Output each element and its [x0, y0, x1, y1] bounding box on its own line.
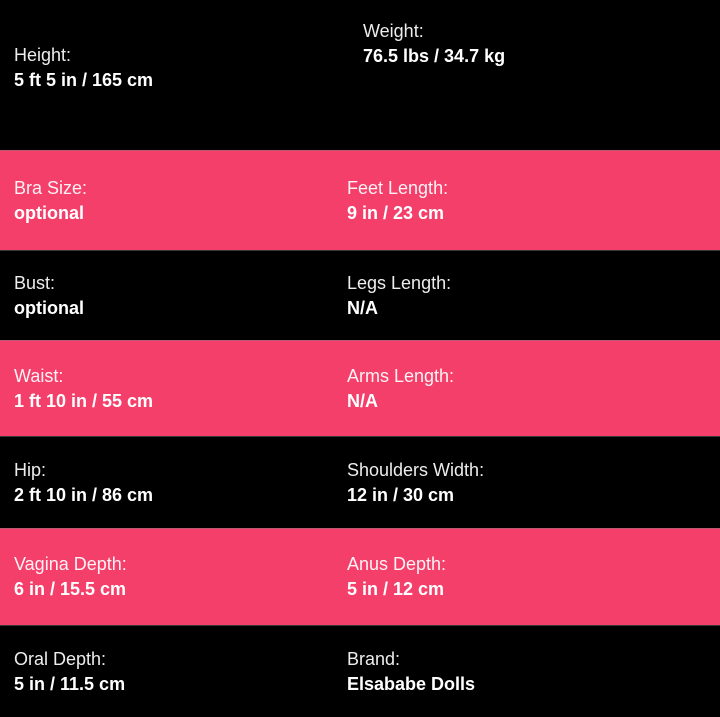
shoulders-width-value: 12 in / 30 cm: [347, 484, 455, 505]
cell-arms-length: Arms Length: N/A: [333, 341, 720, 436]
oral-depth-label: Oral Depth:: [14, 648, 107, 669]
feet-length-value: 9 in / 23 cm: [347, 202, 445, 223]
cell-bust: Bust: optional: [0, 251, 333, 340]
spec-row-oraldepth-brand: Oral Depth: 5 in / 11.5 cm Brand: Elsaba…: [0, 625, 720, 717]
cell-weight: Weight: 76.5 lbs / 34.7 kg: [333, 0, 720, 150]
arms-length-value: N/A: [347, 390, 378, 411]
height-value: 5 ft 5 in / 165 cm: [14, 70, 154, 90]
cell-brand: Brand: Elsababe Dolls: [333, 626, 720, 717]
waist-value: 1 ft 10 in / 55 cm: [14, 390, 154, 411]
bust-label: Bust:: [14, 272, 56, 293]
brand-label: Brand:: [347, 648, 401, 669]
cell-bra-size: Bra Size: optional: [0, 151, 333, 250]
vagina-depth-label: Vagina Depth:: [14, 554, 127, 574]
bust-value: optional: [14, 297, 84, 318]
cell-hip: Hip: 2 ft 10 in / 86 cm: [0, 437, 333, 528]
height-label: Height:: [14, 45, 72, 65]
weight-value: 76.5 lbs / 34.7 kg: [363, 46, 506, 66]
anus-depth-value: 5 in / 12 cm: [347, 579, 445, 599]
oral-depth-value: 5 in / 11.5 cm: [14, 673, 126, 694]
cell-feet-length: Feet Length: 9 in / 23 cm: [333, 151, 720, 250]
feet-length-label: Feet Length:: [347, 177, 449, 198]
shoulders-width-label: Shoulders Width:: [347, 459, 485, 480]
spec-row-hip-shoulderswidth: Hip: 2 ft 10 in / 86 cm Shoulders Width:…: [0, 436, 720, 528]
cell-oral-depth: Oral Depth: 5 in / 11.5 cm: [0, 626, 333, 717]
bra-size-value: optional: [14, 202, 84, 223]
cell-anus-depth: Anus Depth: 5 in / 12 cm: [333, 529, 720, 625]
weight-label: Weight:: [363, 21, 424, 41]
cell-height: Height: 5 ft 5 in / 165 cm: [0, 0, 333, 150]
cell-legs-length: Legs Length: N/A: [333, 251, 720, 340]
waist-label: Waist:: [14, 365, 64, 386]
hip-label: Hip:: [14, 459, 47, 480]
spec-row-bust-legslength: Bust: optional Legs Length: N/A: [0, 250, 720, 340]
brand-value: Elsababe Dolls: [347, 673, 476, 694]
cell-vagina-depth: Vagina Depth: 6 in / 15.5 cm: [0, 529, 333, 625]
cell-waist: Waist: 1 ft 10 in / 55 cm: [0, 341, 333, 436]
legs-length-label: Legs Length:: [347, 272, 452, 293]
spec-row-brasize-feetlength: Bra Size: optional Feet Length: 9 in / 2…: [0, 150, 720, 250]
spec-row-vaginadepth-anusdepth: Vagina Depth: 6 in / 15.5 cm Anus Depth:…: [0, 528, 720, 625]
arms-length-label: Arms Length:: [347, 365, 455, 386]
vagina-depth-value: 6 in / 15.5 cm: [14, 579, 127, 599]
spec-row-height-weight: Height: 5 ft 5 in / 165 cm Weight: 76.5 …: [0, 0, 720, 150]
legs-length-value: N/A: [347, 297, 378, 318]
hip-value: 2 ft 10 in / 86 cm: [14, 484, 154, 505]
anus-depth-label: Anus Depth:: [347, 554, 447, 574]
bra-size-label: Bra Size:: [14, 177, 88, 198]
cell-shoulders-width: Shoulders Width: 12 in / 30 cm: [333, 437, 720, 528]
spec-row-waist-armslength: Waist: 1 ft 10 in / 55 cm Arms Length: N…: [0, 340, 720, 436]
